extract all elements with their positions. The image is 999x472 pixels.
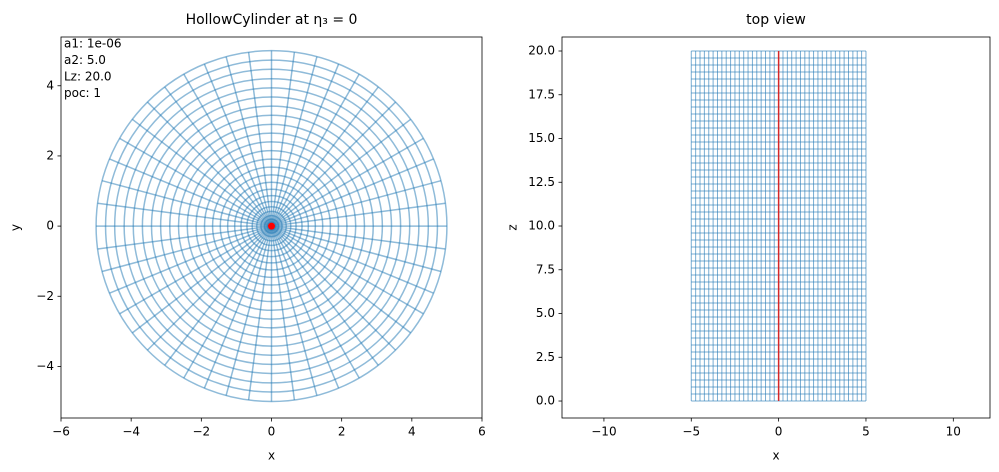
ring	[251, 206, 292, 247]
ring	[95, 49, 448, 403]
y-tick-label: 0	[46, 219, 54, 233]
ring	[141, 96, 402, 356]
ring	[260, 214, 283, 238]
y-tick-label: 4	[46, 78, 54, 92]
highlight-point	[268, 222, 275, 230]
plot	[95, 49, 448, 403]
x-tick-label: 0	[268, 425, 276, 439]
y-tick-label: 17.5	[528, 87, 555, 101]
axes-frame	[561, 36, 991, 419]
ring	[123, 77, 420, 375]
ring	[226, 181, 317, 271]
y-tick-label: 2	[46, 148, 54, 162]
ring	[256, 210, 287, 242]
y-tick-label: 7.5	[536, 262, 555, 276]
x-tick-label: −2	[192, 425, 210, 439]
y-tick-label: 5.0	[536, 306, 555, 320]
ring	[240, 194, 303, 258]
ring	[132, 87, 411, 366]
ring	[177, 132, 366, 320]
ring	[233, 188, 310, 264]
ring	[169, 123, 374, 329]
ring	[267, 221, 276, 231]
x-tick-label: 4	[408, 425, 416, 439]
ring	[186, 141, 357, 312]
ring	[263, 218, 280, 234]
y-tick-label: 0.0	[536, 394, 555, 408]
y-axis-label: y	[9, 224, 23, 231]
x-axis-label: x	[268, 449, 275, 463]
x-tick-label: −6	[52, 425, 70, 439]
x-axis-label: x	[772, 449, 779, 463]
plot	[690, 50, 867, 402]
y-tick-label: −2	[36, 289, 54, 303]
y-tick-label: 15.0	[528, 131, 555, 145]
ring	[150, 105, 393, 347]
x-tick-label: −5	[682, 425, 700, 439]
ring	[104, 59, 439, 393]
y-tick-label: 20.0	[528, 44, 555, 58]
x-tick-label: −10	[591, 425, 616, 439]
x-tick-label: 5	[862, 425, 870, 439]
annotation: Lz: 20.0	[64, 70, 112, 84]
x-tick-label: 0	[775, 425, 783, 439]
x-tick-label: 2	[338, 425, 346, 439]
y-tick-label: −4	[36, 359, 54, 373]
y-tick-label: 2.5	[536, 350, 555, 364]
x-tick-label: −4	[122, 425, 140, 439]
annotation: poc: 1	[64, 86, 101, 100]
chart-title: HollowCylinder at η₃ = 0	[186, 12, 358, 28]
annotation: a1: 1e-06	[64, 37, 121, 51]
annotation: a2: 5.0	[64, 53, 106, 67]
ring	[113, 68, 430, 384]
y-tick-label: 10.0	[528, 219, 555, 233]
y-axis-label: z	[506, 224, 520, 230]
x-tick-label: 10	[946, 425, 961, 439]
ring	[246, 200, 297, 252]
chart-title: top view	[746, 12, 806, 28]
ring	[211, 166, 332, 286]
ring	[195, 149, 348, 303]
ring	[159, 114, 384, 338]
ring	[203, 158, 340, 294]
ring	[219, 174, 324, 279]
x-tick-label: 6	[478, 425, 486, 439]
y-tick-label: 12.5	[528, 175, 555, 189]
